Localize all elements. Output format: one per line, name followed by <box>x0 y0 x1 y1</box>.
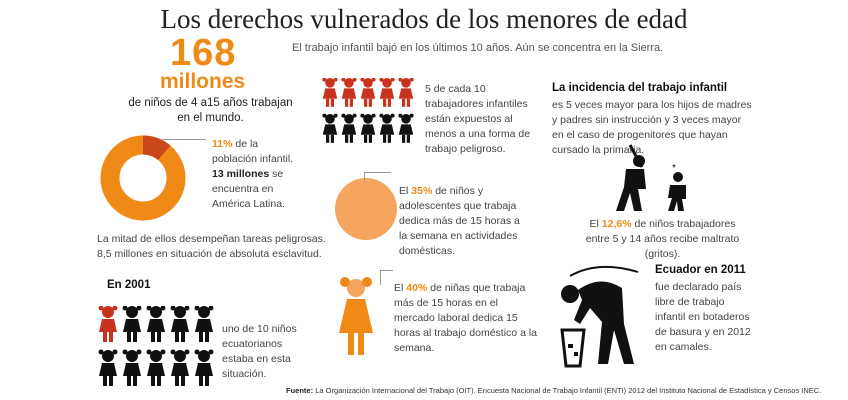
children-grid-5of10 <box>322 78 414 143</box>
child-figure-icon <box>122 349 142 386</box>
children-grid-2001 <box>98 306 214 386</box>
child-figure-icon <box>360 78 376 107</box>
mitad-line2: 8,5 millones en situación de absoluta es… <box>97 248 322 260</box>
child-figure-icon <box>322 78 338 107</box>
girl-figure-icon <box>339 277 373 355</box>
child-figure-icon <box>122 306 142 342</box>
svg-text:*: * <box>672 163 676 174</box>
child-figure-icon <box>170 349 190 386</box>
child-figure-icon <box>170 306 190 342</box>
mitad-line1: La mitad de ellos desempeñan tareas peli… <box>97 233 326 245</box>
child-figure-icon <box>341 78 357 107</box>
donut-bold2: 13 millones <box>212 168 270 180</box>
y2001-text: uno de 10 niños ecuatorianos estaba en e… <box>222 323 297 380</box>
headline-description: de niños de 4 a15 años trabajan en el mu… <box>128 97 293 124</box>
y2001-heading: En 2001 <box>107 279 151 291</box>
child-figure-icon <box>98 349 118 386</box>
cuarenta-text: El 40% de niñas que trabaja más de 15 ho… <box>394 281 539 356</box>
child-figure-icon <box>379 113 395 143</box>
cuarenta-pre: El <box>394 282 404 294</box>
cuarenta-connector <box>380 270 393 285</box>
source-text: La Organización Internacional del Trabaj… <box>315 386 822 395</box>
treinta-text: El 35% de niños y adolescentes que traba… <box>399 184 529 259</box>
child-figure-icon <box>322 113 338 143</box>
treinta-connector <box>364 172 391 183</box>
treinta-pct: 35% <box>411 185 433 197</box>
man-picking-trash-icon <box>560 265 639 368</box>
page-title: Los derechos vulnerados de los menores d… <box>160 4 688 34</box>
headline-number: 168 <box>170 32 237 74</box>
page-subtitle: El trabajo infantil bajó en los últimos … <box>292 42 664 54</box>
child-figure-icon <box>194 306 214 342</box>
child-figure-icon <box>98 306 118 342</box>
child-figure-icon <box>379 78 395 107</box>
mitad-text: La mitad de ellos desempeñan tareas peli… <box>97 232 337 262</box>
donut-text: 11% de la población infantil. 13 millone… <box>212 137 302 212</box>
headline-word: millones <box>160 70 246 93</box>
child-figure-icon <box>398 78 414 107</box>
ecuador-heading: Ecuador en 2011 <box>655 264 746 276</box>
child-figure-icon <box>146 349 166 386</box>
child-figure-icon <box>398 113 414 143</box>
incidencia-heading: La incidencia del trabajo infantil <box>552 82 728 94</box>
donut-line2: se encuentra en América Latina. <box>212 168 285 210</box>
child-figure-icon <box>194 349 214 386</box>
source-note: Fuente: La Organización Internacional de… <box>286 386 821 395</box>
maltrato-body: de niños trabajadores entre 5 y 14 años … <box>585 218 740 260</box>
cinco-text: 5 de cada 10 trabajadores infantiles est… <box>425 83 531 155</box>
adult-hitting-child-icon: * <box>616 144 686 211</box>
donut-chart-icon <box>100 135 186 221</box>
cuarenta-pct: 40% <box>406 282 428 294</box>
maltrato-pre: El <box>589 218 599 230</box>
cuarenta-body: de niñas que trabaja más de 15 horas en … <box>394 282 537 354</box>
maltrato-pct: 12,6% <box>601 218 632 230</box>
donut-connector <box>162 139 206 141</box>
donut-line1: de la población infantil. <box>212 138 294 165</box>
ecuador-text: fue declarado país libre de trabajo infa… <box>655 281 751 353</box>
donut-percent: 11% <box>212 138 233 150</box>
incidencia-text: es 5 veces mayor para los hijos de madre… <box>552 99 752 156</box>
maltrato-text: El 12,6% de niños trabajadores entre 5 y… <box>580 217 745 262</box>
child-figure-icon <box>360 113 376 143</box>
child-figure-icon <box>146 306 166 342</box>
source-label: Fuente: <box>286 386 314 395</box>
treinta-body: de niños y adolescentes que trabaja dedi… <box>399 185 520 257</box>
child-figure-icon <box>341 113 357 143</box>
circle-icon <box>335 178 397 240</box>
treinta-pre: El <box>399 185 409 197</box>
